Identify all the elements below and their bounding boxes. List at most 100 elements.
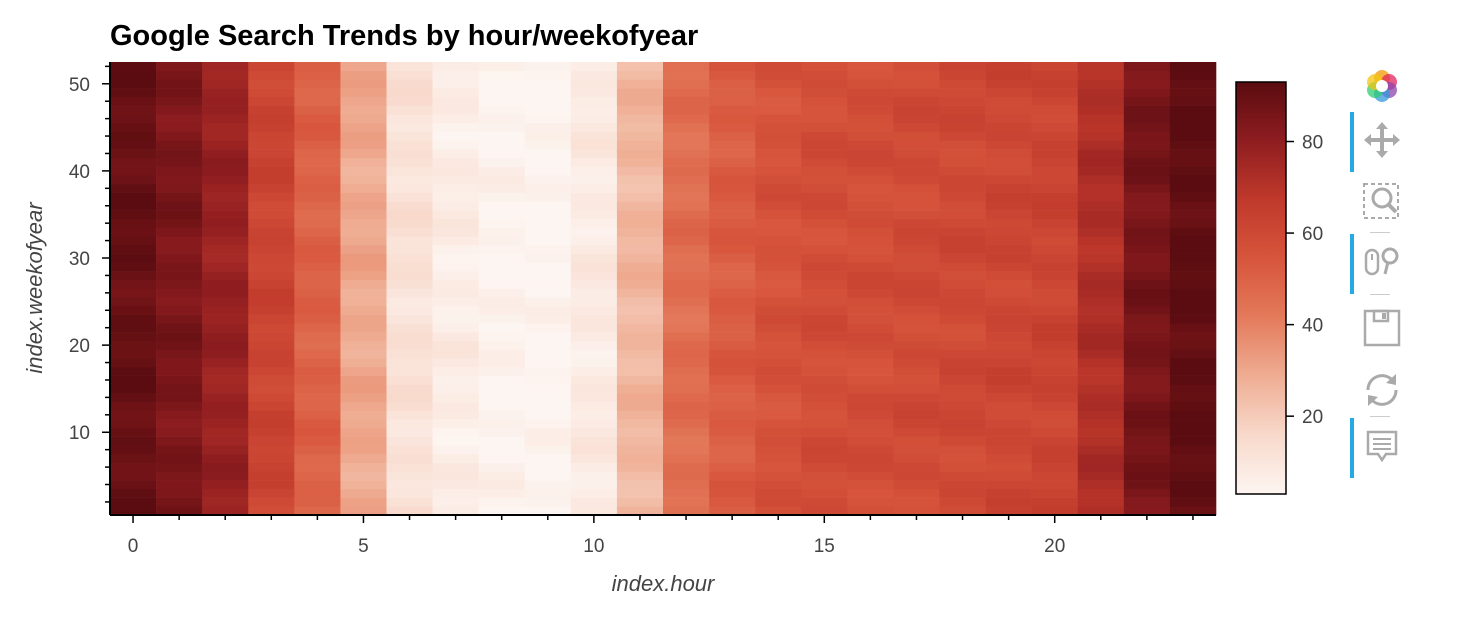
heatmap-cell bbox=[156, 114, 203, 124]
heatmap-cell bbox=[1123, 192, 1171, 202]
heatmap-cell bbox=[386, 497, 433, 507]
heatmap-cell bbox=[248, 366, 295, 376]
box-zoom-tool[interactable] bbox=[1346, 174, 1416, 233]
heatmap-cell bbox=[1169, 88, 1217, 98]
heatmap-cell bbox=[847, 375, 894, 385]
heatmap-cell bbox=[709, 175, 756, 185]
heatmap-cell bbox=[294, 297, 341, 307]
heatmap-cell bbox=[1123, 314, 1171, 324]
heatmap-cell bbox=[801, 279, 848, 289]
heatmap-cell bbox=[524, 305, 572, 315]
heatmap-cell bbox=[478, 262, 526, 272]
heatmap-cell bbox=[616, 157, 664, 167]
heatmap-cell bbox=[110, 323, 157, 333]
heatmap-cell bbox=[616, 96, 664, 106]
heatmap-cell bbox=[570, 244, 618, 254]
heatmap-cell bbox=[1123, 410, 1171, 420]
heatmap-cell bbox=[156, 279, 203, 289]
heatmap-cell bbox=[985, 366, 1032, 376]
heatmap-cell bbox=[663, 297, 710, 307]
heatmap-cell bbox=[893, 323, 940, 333]
heatmap-cell bbox=[1123, 140, 1171, 150]
heatmap-cell bbox=[755, 96, 802, 106]
heatmap-cell bbox=[755, 227, 802, 237]
heatmap-cell bbox=[1169, 192, 1217, 202]
heatmap-cell bbox=[478, 166, 526, 176]
heatmap-cell bbox=[386, 149, 433, 159]
heatmap-cell bbox=[616, 271, 664, 281]
heatmap-cell bbox=[801, 305, 848, 315]
heatmap-cell bbox=[524, 262, 572, 272]
heatmap-cell bbox=[110, 236, 157, 246]
heatmap-cell bbox=[663, 253, 710, 263]
hover-icon bbox=[1366, 430, 1398, 463]
heatmap-cell bbox=[478, 201, 526, 211]
heatmap-cell bbox=[432, 253, 479, 263]
heatmap-cell bbox=[294, 375, 341, 385]
heatmap-cell bbox=[524, 96, 572, 106]
heatmap-cell bbox=[156, 288, 203, 298]
heatmap-cell bbox=[893, 183, 940, 193]
heatmap-cell bbox=[1169, 149, 1217, 159]
heatmap-cell bbox=[1077, 419, 1125, 429]
heatmap-cell bbox=[432, 131, 479, 141]
heatmap-cell bbox=[663, 236, 710, 246]
heatmap-cell bbox=[156, 192, 203, 202]
heatmap-cell bbox=[1077, 175, 1125, 185]
heatmap-cell bbox=[939, 488, 986, 498]
heatmap-cell bbox=[939, 332, 986, 342]
heatmap-cell bbox=[156, 462, 203, 472]
heatmap-cell bbox=[156, 384, 203, 394]
heatmap-cell bbox=[202, 183, 249, 193]
heatmap-cell bbox=[248, 349, 295, 359]
heatmap-cell bbox=[524, 227, 572, 237]
heatmap-cell bbox=[202, 349, 249, 359]
heatmap-cell bbox=[524, 314, 572, 324]
heatmap-cell bbox=[202, 410, 249, 420]
heatmap-cell bbox=[386, 323, 433, 333]
heatmap-cell bbox=[386, 340, 433, 350]
heatmap-cell bbox=[663, 88, 710, 98]
heatmap-cell bbox=[801, 410, 848, 420]
heatmap-cell bbox=[1169, 210, 1217, 220]
heatmap-cell bbox=[847, 349, 894, 359]
heatmap-cell bbox=[616, 149, 664, 159]
heatmap-cell bbox=[709, 340, 756, 350]
hover-tool[interactable] bbox=[1346, 418, 1416, 478]
heatmap-cell bbox=[939, 462, 986, 472]
reset-tool[interactable] bbox=[1346, 362, 1416, 417]
heatmap-cell bbox=[202, 96, 249, 106]
heatmap-cell bbox=[985, 323, 1032, 333]
heatmap-cell bbox=[985, 271, 1032, 281]
heatmap-cell bbox=[1123, 384, 1171, 394]
heatmap-cell bbox=[202, 471, 249, 481]
heatmap-cell bbox=[432, 114, 479, 124]
heatmap-cell bbox=[156, 271, 203, 281]
heatmap-cell bbox=[939, 114, 986, 124]
heatmap-cell bbox=[847, 131, 894, 141]
heatmap-cell bbox=[202, 401, 249, 411]
heatmap-cell bbox=[340, 79, 387, 89]
heatmap-cell bbox=[294, 166, 341, 176]
heatmap-cell bbox=[432, 375, 479, 385]
heatmap-cell bbox=[202, 105, 249, 115]
heatmap-cell bbox=[478, 192, 526, 202]
heatmap-cell bbox=[340, 244, 387, 254]
heatmap-cell bbox=[248, 410, 295, 420]
heatmap-cell bbox=[939, 175, 986, 185]
wheel-zoom-tool[interactable] bbox=[1346, 234, 1416, 295]
heatmap-cell bbox=[663, 427, 710, 437]
heatmap-cell bbox=[432, 183, 479, 193]
heatmap-cell bbox=[110, 349, 157, 359]
heatmap-cell bbox=[432, 79, 479, 89]
heatmap-cell bbox=[432, 323, 479, 333]
heatmap-cell bbox=[801, 175, 848, 185]
pan-tool[interactable] bbox=[1346, 112, 1416, 172]
heatmap-cell bbox=[801, 218, 848, 228]
heatmap-cell bbox=[847, 140, 894, 150]
heatmap-cell bbox=[340, 401, 387, 411]
heatmap-cell bbox=[1077, 70, 1125, 80]
heatmap-cell bbox=[294, 427, 341, 437]
save-tool[interactable] bbox=[1346, 300, 1416, 354]
bokeh-logo[interactable] bbox=[1346, 56, 1416, 110]
